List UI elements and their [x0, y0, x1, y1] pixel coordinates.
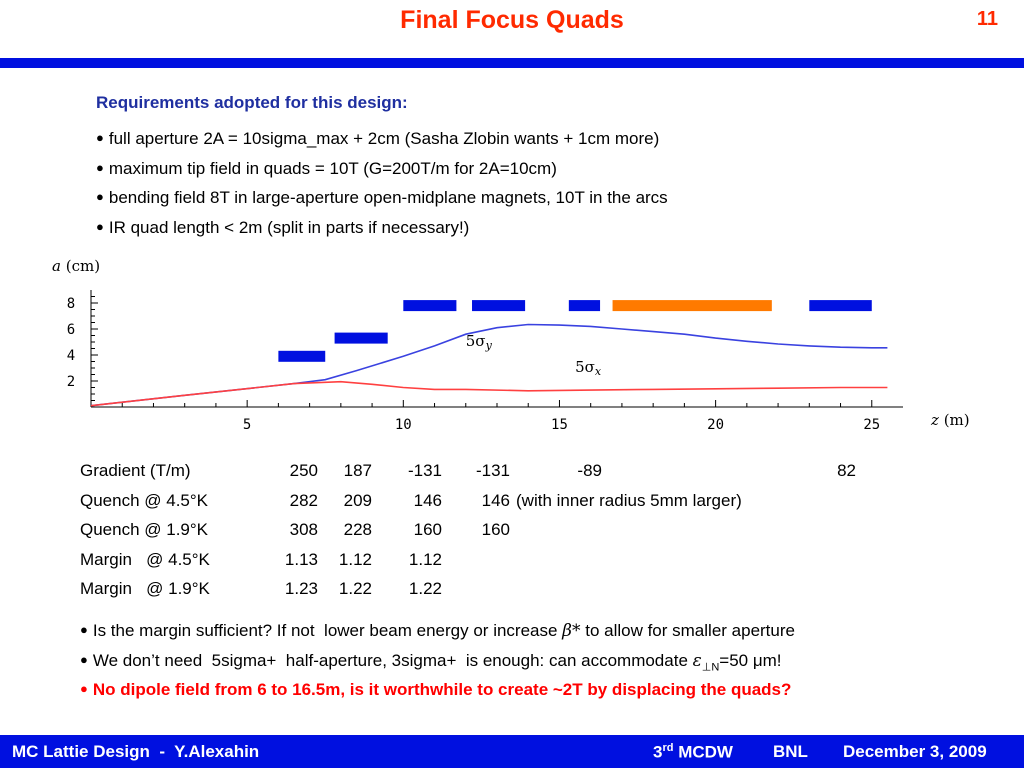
- row-label: Margin @ 4.5°K: [80, 549, 210, 569]
- slide-title: Final Focus Quads: [400, 6, 624, 34]
- bullet-icon: ●: [96, 130, 104, 145]
- series-label-sigma-y: 5σy: [466, 332, 493, 352]
- beta-star-symbol: β*: [562, 621, 581, 641]
- magnet-block: [809, 300, 872, 312]
- epsilon-symbol: ε: [692, 650, 702, 671]
- row-label: Quench @ 4.5°K: [80, 490, 209, 510]
- cell: 250: [289, 461, 318, 480]
- row-note: (with inner radius 5mm larger): [516, 490, 742, 510]
- requirement-text: IR quad length < 2m (split in parts if n…: [108, 217, 470, 237]
- magnet-block: [612, 300, 772, 312]
- footer-bar: MC Lattie Design - Y.Alexahin 3rd MCDW B…: [0, 735, 1024, 768]
- bullet-icon: ●: [96, 218, 104, 234]
- cell: 160: [413, 520, 442, 539]
- cell: 82: [837, 461, 856, 480]
- row-label: Gradient (T/m): [80, 461, 191, 480]
- requirement-text: bending field 8T in large-aperture open-…: [108, 188, 668, 207]
- x-axis-label: z (m): [930, 411, 970, 429]
- x-tick-label: 10: [395, 417, 412, 433]
- question-item: ● We don’t need 5sigma+ half-aperture, 3s…: [80, 650, 795, 680]
- requirement-item: ● full aperture 2A = 10sigma_max + 2cm (S…: [96, 128, 668, 158]
- cell: 282: [289, 490, 318, 510]
- magnet-block: [334, 332, 388, 344]
- cell: 1.12: [408, 549, 442, 569]
- requirement-item: ● bending field 8T in large-aperture open…: [96, 187, 668, 217]
- cell: 160: [481, 520, 510, 539]
- y-tick-label: 8: [67, 296, 75, 312]
- bullet-icon: ●: [80, 681, 88, 696]
- row-label: Margin @ 1.9°K: [80, 579, 210, 598]
- cell: 1.12: [338, 549, 372, 569]
- bullet-icon: ●: [96, 159, 104, 175]
- question-text: No dipole field from 6 to 16.5m, is it w…: [92, 680, 792, 699]
- bullet-icon: ●: [96, 189, 104, 204]
- footer-institution: BNL: [773, 742, 808, 761]
- question-text: Is the margin sufficient? If not lower b…: [92, 621, 563, 640]
- epsilon-subscript: ⊥N: [701, 660, 720, 673]
- requirement-item: ● maximum tip field in quads = 10T (G=200…: [96, 158, 668, 188]
- x-tick-label: 20: [707, 417, 724, 433]
- cell: -131: [407, 461, 442, 480]
- cell: 1.23: [284, 579, 318, 598]
- footer-event: 3rd MCDW: [653, 742, 733, 762]
- axis-ticks: 5 10 15 20 25 2 4 6 8: [67, 296, 880, 433]
- requirements-list: ● full aperture 2A = 10sigma_max + 2cm (S…: [96, 128, 668, 246]
- requirements-heading: Requirements adopted for this design:: [96, 93, 408, 112]
- question-text: =50 μm!: [719, 650, 782, 670]
- aperture-chart: a (cm) z (m) 5 10 15 20 25 2 4 6 8 5σy 5σx: [52, 257, 970, 433]
- series-line: [90, 323, 888, 407]
- question-item: ● No dipole field from 6 to 16.5m, is it …: [80, 679, 795, 709]
- requirement-item: ● IR quad length < 2m (split in parts if …: [96, 217, 668, 247]
- x-tick-label: 5: [243, 417, 251, 433]
- x-tick-label: 25: [863, 417, 880, 433]
- cell: 228: [343, 520, 372, 539]
- x-tick-label: 15: [551, 417, 568, 433]
- page-number: 11: [976, 8, 998, 30]
- questions-list: ● Is the margin sufficient? If not lower …: [80, 620, 795, 709]
- cell: -89: [577, 461, 602, 480]
- magnet-block: [472, 300, 526, 312]
- cell: 146: [413, 490, 442, 510]
- y-tick-label: 6: [67, 322, 75, 338]
- footer-date: December 3, 2009: [843, 742, 987, 761]
- bullet-icon: ●: [80, 622, 88, 637]
- cell: 1.13: [284, 549, 318, 569]
- magnet-block: [403, 300, 457, 312]
- y-tick-label: 4: [67, 348, 75, 364]
- cell: 209: [343, 490, 372, 510]
- row-label: Quench @ 1.9°K: [80, 520, 209, 539]
- y-tick-label: 2: [67, 374, 75, 390]
- question-text: We don’t need 5sigma+ half-aperture, 3si…: [92, 650, 693, 670]
- y-axis-label: a (cm): [52, 257, 100, 275]
- magnet-block: [568, 300, 601, 312]
- magnet-blocks: [278, 300, 872, 362]
- requirement-text: full aperture 2A = 10sigma_max + 2cm (Sa…: [108, 129, 660, 148]
- cell: 187: [343, 461, 372, 480]
- cell: 308: [289, 520, 318, 539]
- question-item: ● Is the margin sufficient? If not lower …: [80, 620, 795, 650]
- footer-author: MC Lattie Design - Y.Alexahin: [12, 742, 260, 761]
- cell: 1.22: [408, 579, 442, 598]
- requirement-text: maximum tip field in quads = 10T (G=200T…: [108, 158, 557, 178]
- series-lines: [90, 323, 888, 407]
- cell: 146: [481, 490, 510, 510]
- question-text: to allow for smaller aperture: [580, 621, 795, 640]
- magnet-block: [278, 350, 326, 362]
- series-line: [90, 380, 888, 407]
- bullet-icon: ●: [80, 651, 88, 667]
- cell: -131: [475, 461, 510, 480]
- cell: 1.22: [338, 579, 372, 598]
- header-bar: [0, 58, 1024, 68]
- series-label-sigma-x: 5σx: [575, 358, 602, 378]
